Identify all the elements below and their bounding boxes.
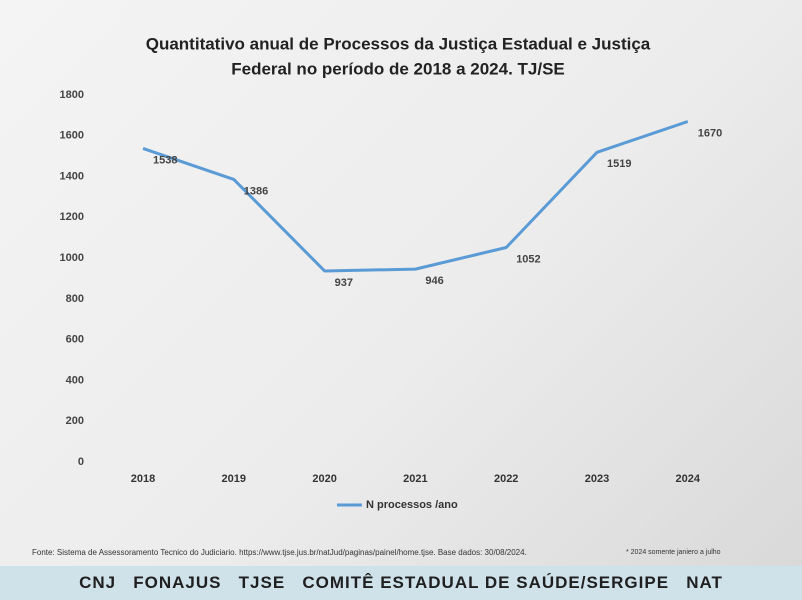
data-label: 1052 <box>516 253 540 265</box>
y-tick-label: 400 <box>66 374 84 386</box>
x-tick-label: 2023 <box>585 473 609 485</box>
y-tick-label: 1600 <box>60 130 84 142</box>
y-tick-label: 200 <box>66 415 84 427</box>
data-label: 937 <box>335 277 353 289</box>
y-tick-label: 600 <box>66 334 84 346</box>
y-tick-label: 1200 <box>60 211 84 223</box>
x-tick-label: 2022 <box>494 473 518 485</box>
footer-banner: CNJ FONAJUS TJSE COMITÊ ESTADUAL DE SAÚD… <box>0 566 802 600</box>
data-label: 1386 <box>244 185 268 197</box>
footnote: * 2024 somente janiero a julho <box>626 549 721 556</box>
data-label: 1519 <box>607 158 631 170</box>
chart-title: Quantitativo anual de Processos da Justi… <box>146 34 651 53</box>
legend-label: N processos /ano <box>366 499 458 511</box>
x-tick-label: 2021 <box>403 473 427 485</box>
x-tick-label: 2020 <box>312 473 336 485</box>
y-tick-label: 1000 <box>60 252 84 264</box>
chart: Quantitativo anual de Processos da Justi… <box>32 34 722 557</box>
data-label: 1670 <box>698 127 722 139</box>
data-line <box>142 120 689 273</box>
source-note: Fonte: Sistema de Assessoramento Tecnico… <box>32 548 527 557</box>
data-label: 946 <box>425 275 443 287</box>
y-tick-label: 0 <box>78 456 84 468</box>
y-tick-label: 800 <box>66 293 84 305</box>
y-tick-label: 1400 <box>60 170 84 182</box>
data-label: 1538 <box>153 154 177 166</box>
x-tick-label: 2024 <box>676 473 701 485</box>
y-tick-label: 1800 <box>60 89 84 101</box>
x-tick-label: 2018 <box>131 473 155 485</box>
chart-title: Federal no período de 2018 a 2024. TJ/SE <box>231 59 565 78</box>
x-tick-label: 2019 <box>222 473 246 485</box>
